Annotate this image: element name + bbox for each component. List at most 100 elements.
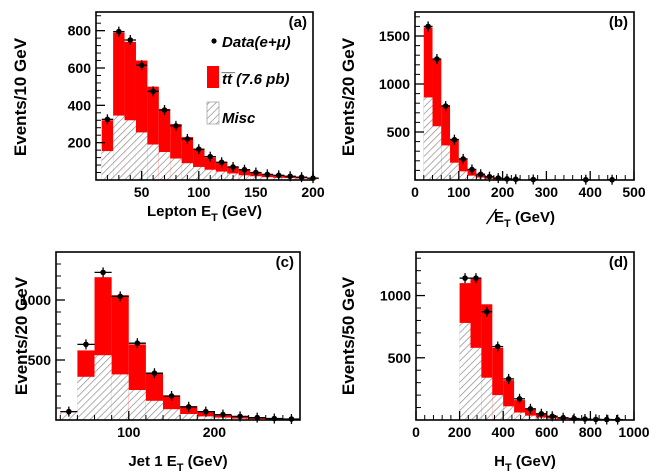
misc-bar-7 (180, 414, 198, 420)
data-point-1 (116, 28, 122, 35)
x-axis-label-unit: (GeV) (512, 453, 556, 470)
data-point-13 (288, 416, 295, 422)
y-tick-label-0: 200 (68, 135, 92, 151)
legend: Data(e+μ) t̅t̅ (7.6 pb) Misc (206, 34, 291, 127)
data-point-0 (425, 23, 431, 30)
data-point-8 (203, 408, 209, 415)
data-point-6 (527, 406, 534, 412)
panel-label: (a) (289, 14, 307, 31)
x-axis-label-main: H (494, 453, 505, 470)
ttbar-bar-4 (147, 86, 159, 180)
data-point-2 (442, 103, 449, 109)
data-point-10 (512, 176, 519, 183)
misc-bar-4 (458, 171, 468, 180)
plot-frame (414, 11, 635, 181)
data-point-11 (230, 164, 236, 170)
legend-ttbar-label: t̅t̅ (7.6 pb) (221, 71, 289, 88)
y-axis-label: Events/50 GeV (339, 276, 358, 395)
x-axis-label: Lepton ET (GeV) (147, 203, 262, 224)
data-point-14 (264, 171, 271, 178)
data-point-16 (287, 173, 293, 180)
data-point-12 (593, 416, 599, 423)
x-tick-label-0: 0 (411, 184, 419, 200)
data-point-8 (549, 413, 556, 420)
data-point-10 (237, 413, 243, 420)
x-tick-label-2: 150 (244, 184, 268, 200)
data-point-15 (275, 172, 282, 179)
data-point-1 (434, 56, 440, 62)
ttbar-bar-6 (170, 124, 182, 180)
y-tick-label-0: 500 (387, 124, 411, 140)
x-tick-label-5: 1000 (618, 424, 649, 440)
ttbar-bar-7 (181, 137, 194, 180)
x-tick-label-2: 400 (492, 424, 516, 440)
x-tick-label-5: 500 (622, 184, 646, 200)
data-point-4 (460, 156, 466, 162)
x-tick-label-0: 50 (134, 184, 150, 200)
ttbar-bar-5 (158, 109, 171, 180)
misc-bar-3 (492, 395, 504, 420)
y-tick-label-1: 400 (68, 97, 92, 113)
misc-bar-1 (470, 347, 482, 420)
data-point-13 (603, 416, 610, 423)
ttbar-bar-8 (193, 149, 205, 180)
ttbar-bar-3 (135, 60, 148, 180)
data-point-12 (583, 176, 589, 183)
ttbar-bar-12 (238, 169, 251, 180)
data-point-13 (609, 176, 615, 183)
data-point-9 (560, 414, 566, 421)
data-point-9 (207, 153, 214, 160)
data-point-1 (473, 275, 479, 281)
data-point-12 (271, 415, 278, 422)
legend-data-label: Data(e+μ) (222, 34, 291, 51)
y-axis-label: Events/20 GeV (12, 276, 31, 395)
ttbar-bar-6 (525, 408, 536, 420)
x-axis-label-subscript: T (504, 218, 511, 230)
data-point-14 (614, 416, 621, 423)
data-point-2 (484, 308, 490, 315)
data-point-5 (151, 370, 158, 377)
misc-bar-4 (128, 390, 146, 420)
panel-b-missing-et: 500 1000 1500 0 100 200 300 400 500 (b) Events/20 … (339, 11, 646, 230)
x-tick-label-0: 0 (412, 424, 420, 440)
panel-label: (c) (276, 254, 294, 271)
data-point-11 (582, 416, 588, 422)
y-tick-label-1: 1000 (20, 292, 51, 308)
data-point-9 (504, 176, 510, 182)
data-point-5 (161, 107, 168, 113)
ttbar-bar-0 (101, 120, 114, 180)
x-axis-label-subscript: T (505, 462, 512, 474)
x-axis-label-main: Jet 1 E (128, 453, 176, 470)
ttbar-bar-3 (450, 138, 459, 180)
x-tick-label-4: 800 (579, 424, 603, 440)
ttbar-bar-1 (113, 32, 125, 181)
y-tick-label-3: 800 (68, 23, 92, 39)
y-tick-label-2: 1500 (379, 28, 410, 44)
panel-label: (b) (609, 14, 628, 31)
data-point-0 (66, 408, 72, 415)
data-point-7 (486, 173, 493, 180)
x-axis-label-unit: (GeV) (218, 203, 262, 220)
data-point-4 (505, 376, 512, 382)
y-tick-label-1: 1000 (379, 76, 410, 92)
data-point-11 (530, 176, 537, 183)
x-axis-label: Jet 1 ET (GeV) (128, 453, 227, 474)
panel-label: (d) (609, 254, 628, 271)
plot-frame (95, 11, 314, 181)
misc-bar-5 (514, 412, 525, 420)
x-axis-label-subscript: T (211, 212, 218, 224)
ttbar-bar-4 (458, 158, 468, 180)
data-point-6 (173, 123, 179, 129)
data-point-1 (83, 341, 89, 348)
misc-bar-3 (111, 374, 129, 420)
misc-bar-5 (158, 152, 171, 180)
misc-bar-6 (525, 415, 536, 420)
misc-bar-2 (441, 145, 451, 180)
misc-bar-4 (147, 144, 159, 180)
data-point-0 (104, 116, 111, 123)
data-point-3 (494, 343, 501, 350)
legend-misc-swatch (206, 101, 220, 125)
misc-bar-3 (135, 132, 148, 180)
x-tick-label-3: 600 (535, 424, 559, 440)
misc-bar-1 (432, 126, 442, 180)
